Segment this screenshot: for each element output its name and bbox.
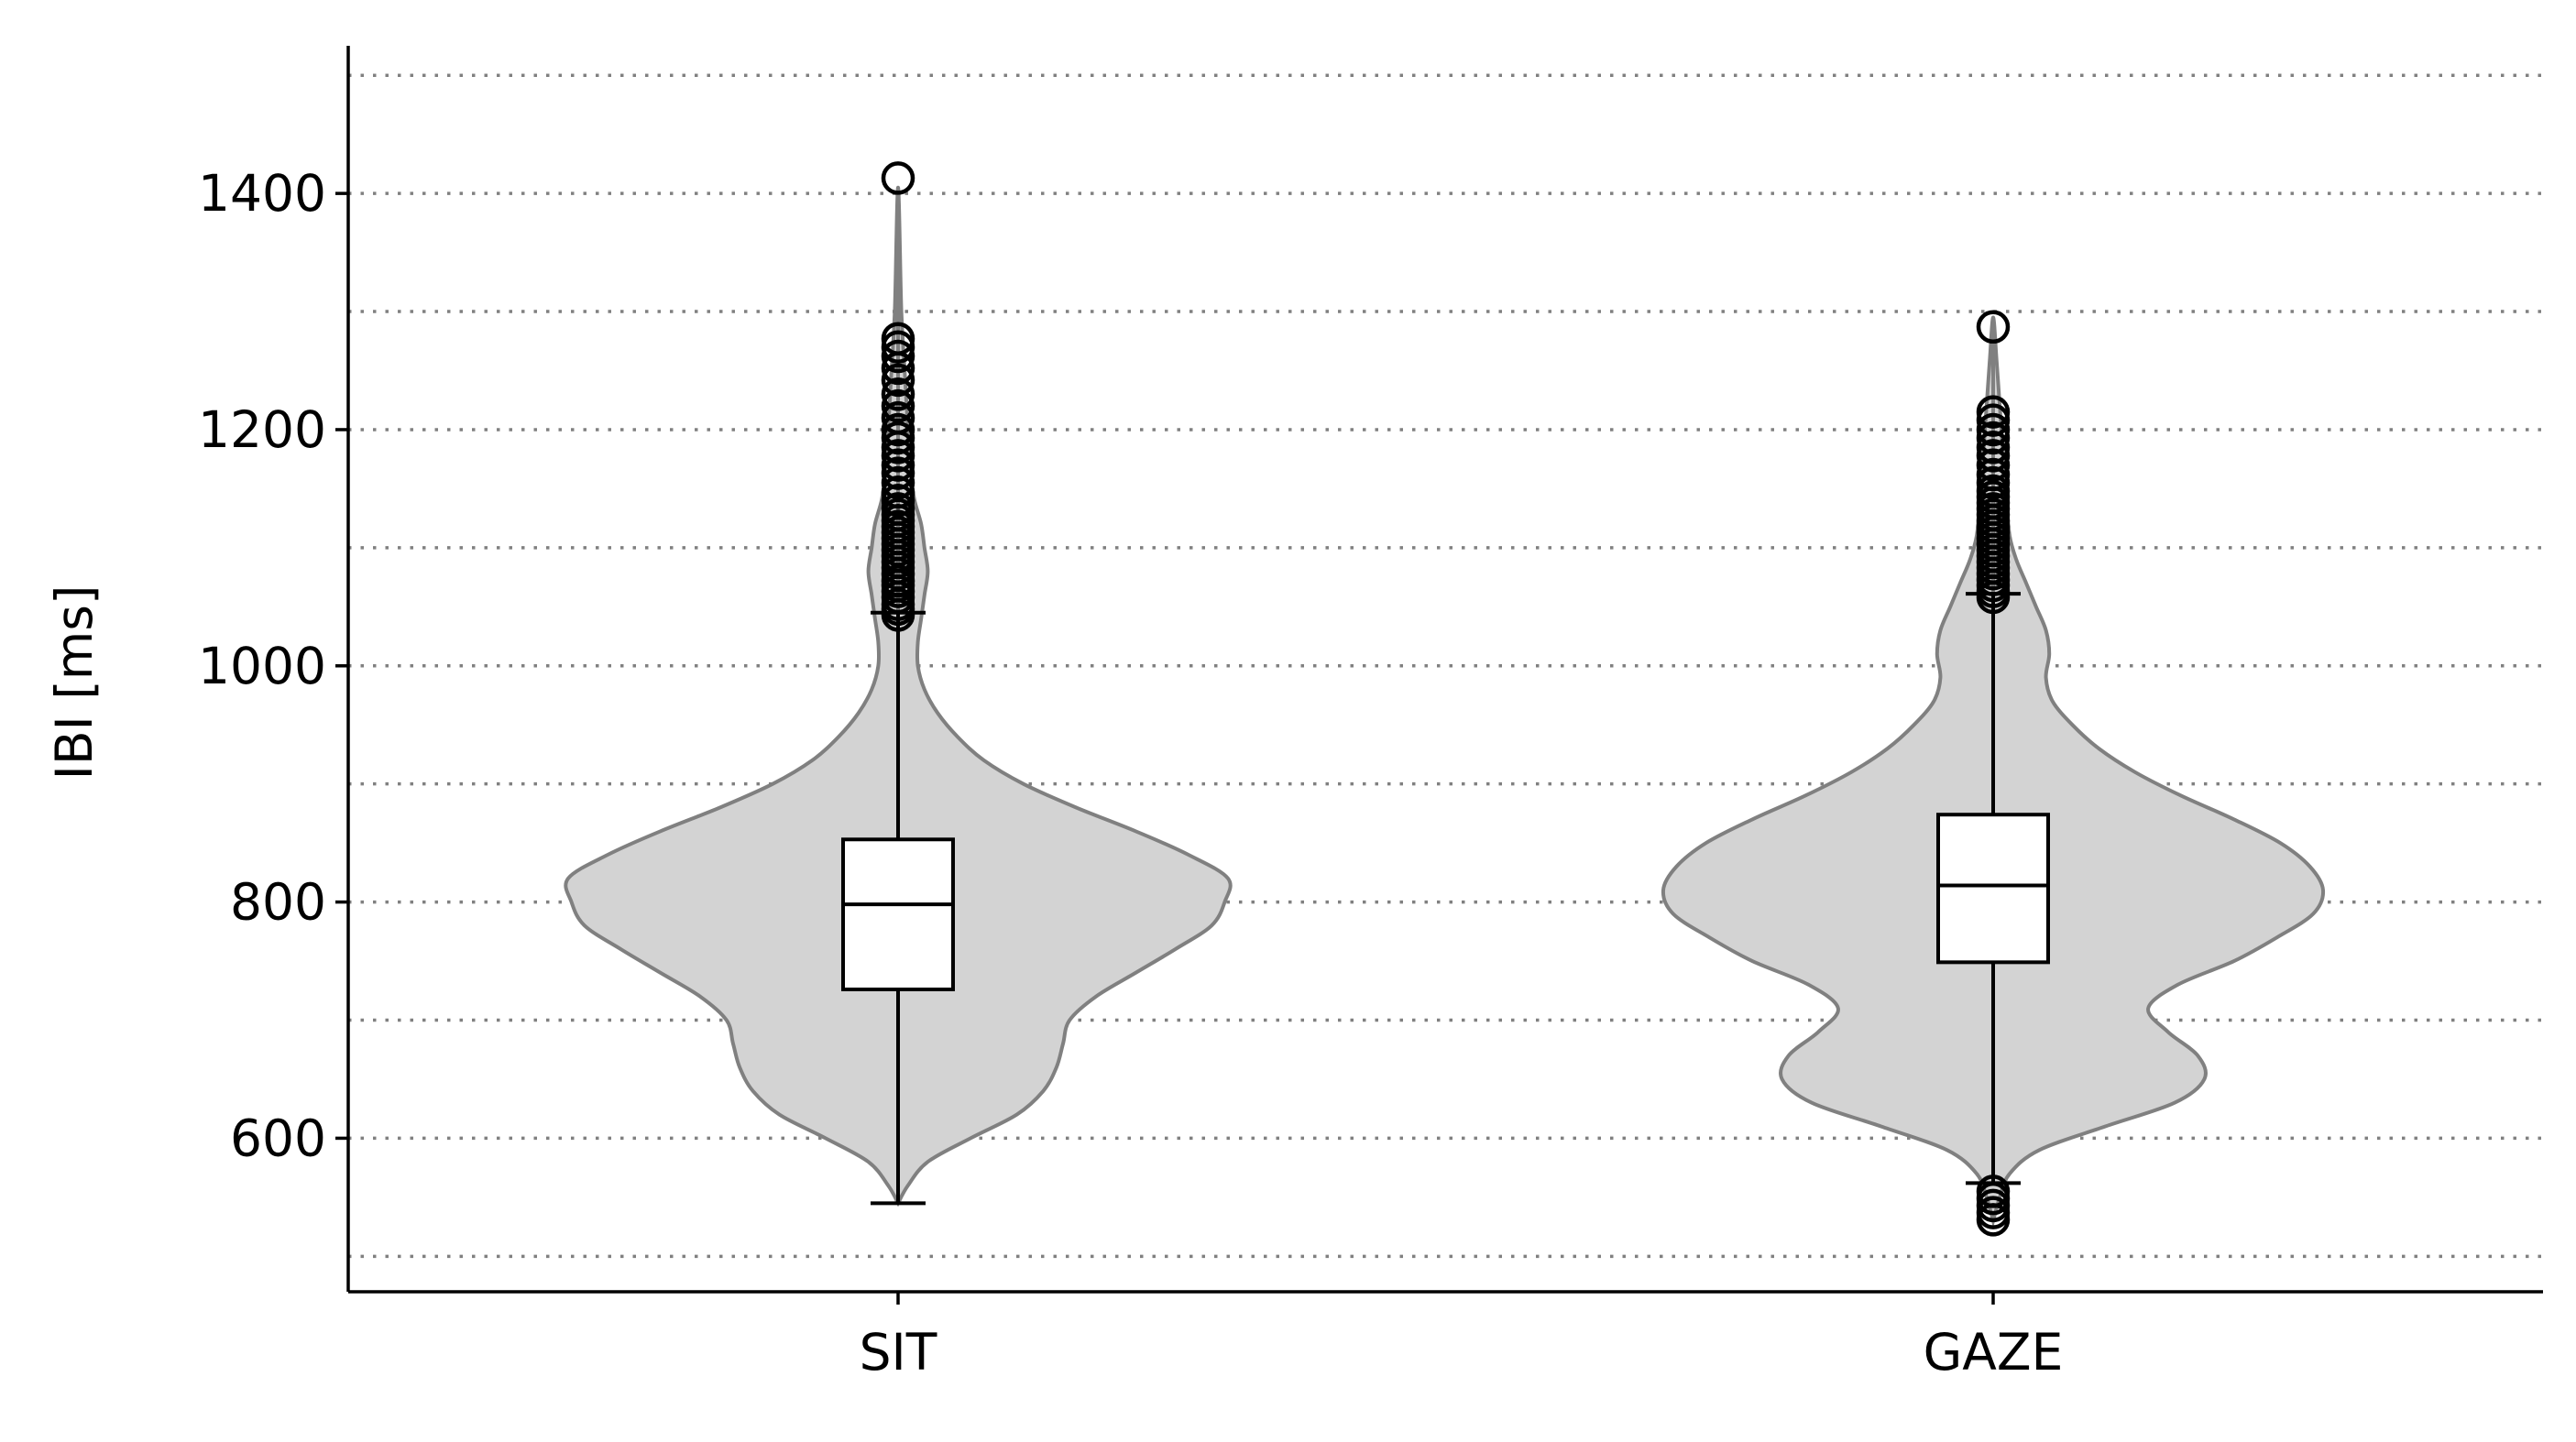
box-gaze: [1936, 813, 2050, 965]
boxes: [841, 813, 2050, 991]
outlier-point-gaze: [1976, 403, 2011, 437]
outlier-point-sit: [881, 388, 915, 423]
outlier-point-gaze: [1976, 421, 2011, 455]
outlier-point-gaze: [1976, 310, 2011, 344]
outlier-point-sit: [881, 400, 915, 435]
axes: [346, 46, 2543, 1294]
outlier-point-gaze: [1976, 412, 2011, 447]
y-tick-label: 1400: [198, 164, 326, 223]
outlier-point-sit: [881, 475, 915, 509]
outlier-point-gaze: [1976, 1174, 2011, 1208]
outlier-point-sit: [881, 322, 915, 355]
violins: [564, 185, 2326, 1229]
outlier-point-sit: [881, 412, 915, 447]
box-sit: [841, 837, 955, 991]
outlier-point-gaze: [1976, 431, 2011, 464]
outlier-point-sit: [881, 421, 915, 455]
y-tick-label: 800: [230, 873, 326, 932]
x-tick-label-sit: SIT: [860, 1323, 937, 1382]
y-ticks: 600 800 1000 1200 1400: [198, 164, 348, 1167]
outlier-point-sit: [881, 465, 915, 500]
outlier-point-sit: [881, 161, 915, 195]
outliers: [881, 161, 2011, 1237]
outlier-point-sit: [881, 456, 915, 490]
x-ticks: SIT GAZE: [860, 1292, 2064, 1382]
outlier-point-sit: [881, 363, 915, 398]
outlier-point-sit: [881, 439, 915, 473]
outlier-point-gaze: [1976, 395, 2011, 429]
outlier-point-gaze: [1976, 448, 2011, 482]
y-axis-label: IBI [ms]: [45, 585, 104, 781]
outlier-point-sit: [881, 448, 915, 482]
y-tick-label: 1200: [198, 400, 326, 459]
x-tick-label-gaze: GAZE: [1924, 1323, 2064, 1382]
outlier-point-gaze: [1976, 465, 2011, 500]
outlier-point-gaze: [1976, 439, 2011, 473]
outlier-point-sit: [881, 339, 915, 374]
outlier-point-sit: [881, 377, 915, 411]
outlier-point-sit: [881, 484, 915, 518]
outlier-point-sit: [881, 330, 915, 364]
grid-lines: [348, 73, 2543, 1259]
y-tick-label: 1000: [198, 637, 326, 695]
outlier-point-sit: [881, 492, 915, 526]
outlier-point-gaze: [1976, 474, 2011, 508]
outlier-point-gaze: [1976, 457, 2011, 492]
y-tick-label: 600: [230, 1109, 326, 1167]
